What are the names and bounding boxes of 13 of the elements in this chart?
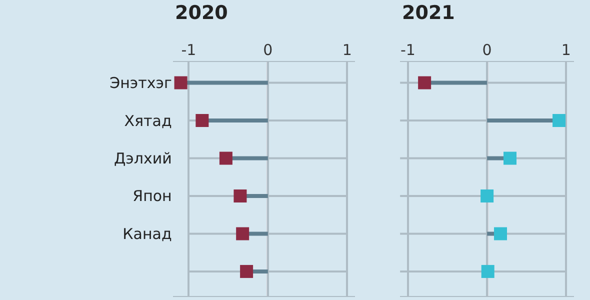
x-tick-label: 0	[263, 41, 273, 59]
y-tick-label: Япон	[132, 187, 172, 206]
y-tick-label: Канад	[122, 224, 172, 243]
x-tick-label: 0	[482, 41, 492, 59]
x-tick-label: 1	[342, 41, 352, 59]
x-tick-label: 1	[561, 41, 571, 59]
y-tick-label: Дэлхий	[114, 149, 172, 168]
chart-title: 2021	[402, 2, 455, 24]
x-tick-label: -1	[181, 41, 196, 59]
x-tick-label: -1	[400, 41, 416, 59]
y-tick-label: Энэтхэг	[110, 74, 172, 92]
chart-title: 2020	[175, 2, 228, 24]
y-tick-label: Хятад	[124, 112, 172, 130]
